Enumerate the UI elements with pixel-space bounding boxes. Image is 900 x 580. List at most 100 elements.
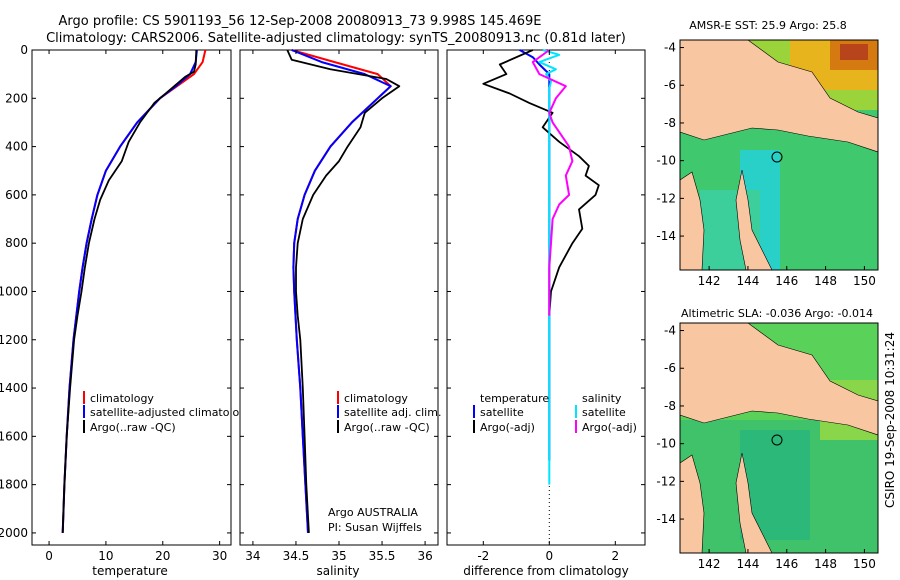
depth-tick: 200 xyxy=(5,91,28,105)
legend-temp-argo: Argo(-adj) xyxy=(480,421,535,434)
depth-tick: 1800 xyxy=(0,478,28,492)
depth-tick: 1200 xyxy=(0,333,28,347)
legend-sal-argo: Argo(-adj) xyxy=(582,421,637,434)
lon-tick: 142 xyxy=(698,557,721,571)
difference-panel: -2 0 2 difference from climatology tempe… xyxy=(446,49,646,578)
sla-cape-york-land xyxy=(735,452,773,553)
series-satellite-adj-clim xyxy=(291,49,392,533)
sla-lon-ticks: 142 144 146 148 150 xyxy=(698,557,876,571)
legend-satellite: satellite-adjusted climatology xyxy=(90,406,253,419)
series-salinity-argo-adj xyxy=(531,49,574,316)
difference-axes-frame xyxy=(446,49,646,546)
salinity-x-ticks: 34 34.5 35 35.5 36 xyxy=(245,549,432,563)
salinity-axes-frame xyxy=(239,49,439,546)
legend-temp-header: temperature xyxy=(480,392,549,405)
lat-tick: -6 xyxy=(664,361,676,375)
depth-tick: 2000 xyxy=(0,526,28,540)
legend-satellite: satellite adj. clim. xyxy=(344,406,441,419)
salinity-x-tick: 34 xyxy=(245,549,260,563)
argo-location-marker xyxy=(771,151,783,163)
sst-map: AMSR-E SST: 25.9 Argo: 25.8 -4 -6 -8 -10… xyxy=(656,19,879,288)
lon-tick: 148 xyxy=(814,274,837,288)
csiro-timestamp: CSIRO 19-Sep-2008 10:31:24 xyxy=(883,332,897,508)
legend-temp-satellite: satellite xyxy=(480,406,524,419)
difference-x-tick: 0 xyxy=(545,549,553,563)
lat-tick: -4 xyxy=(664,324,676,338)
series-temperature-argo-adj xyxy=(482,49,600,316)
legend-climatology: climatology xyxy=(344,392,408,405)
difference-legend: temperature satellite Argo(-adj) salinit… xyxy=(473,392,637,434)
program-label: Argo AUSTRALIA xyxy=(328,506,418,519)
lon-tick: 144 xyxy=(736,274,759,288)
legend-argo: Argo(..raw -QC) xyxy=(344,421,430,434)
lat-tick: -8 xyxy=(664,399,676,413)
temperature-panel: 0 200 400 600 800 1000 1200 1400 1600 18… xyxy=(0,43,253,578)
temperature-legend: climatology satellite-adjusted climatolo… xyxy=(83,391,253,434)
temperature-axes-frame xyxy=(31,49,232,546)
lat-tick: -6 xyxy=(664,78,676,92)
difference-x-tick: -2 xyxy=(477,549,489,563)
sst-lat-ticks: -4 -6 -8 -10 -12 -14 xyxy=(656,41,676,244)
depth-tick: 400 xyxy=(5,140,28,154)
salinity-legend: climatology satellite adj. clim. Argo(..… xyxy=(337,391,441,434)
lat-tick: -10 xyxy=(656,154,676,168)
pi-label: PI: Susan Wijffels xyxy=(328,521,422,534)
salinity-panel: 34 34.5 35 35.5 36 salinity climatology … xyxy=(239,49,441,578)
sla-map-image xyxy=(680,323,878,553)
series-argo-raw-qc xyxy=(286,49,401,533)
sla-map-title: Altimetric SLA: -0.036 Argo: -0.014 xyxy=(681,307,873,320)
lon-tick: 146 xyxy=(775,274,798,288)
lat-tick: -10 xyxy=(656,437,676,451)
lon-tick: 150 xyxy=(853,274,876,288)
lat-tick: -12 xyxy=(656,474,676,488)
legend-sal-satellite: satellite xyxy=(582,406,626,419)
depth-tick: 800 xyxy=(5,236,28,250)
salinity-x-tick: 35 xyxy=(331,549,346,563)
depth-tick: 1600 xyxy=(0,429,28,443)
temperature-x-label: temperature xyxy=(92,564,167,578)
temperature-series xyxy=(61,49,207,533)
lat-tick: -14 xyxy=(656,229,676,243)
series-salinity-satellite xyxy=(538,49,561,485)
depth-tick: 1400 xyxy=(0,381,28,395)
depth-tick: 1000 xyxy=(0,284,28,298)
sst-map-image xyxy=(680,40,878,270)
temperature-x-tick: 0 xyxy=(45,549,53,563)
title-line1: Argo profile: CS 5901193_56 12-Sep-2008 … xyxy=(58,14,541,29)
sst-peak-patch xyxy=(840,44,868,60)
title-line2: Climatology: CARS2006. Satellite-adjuste… xyxy=(46,31,626,46)
argo-location-marker xyxy=(771,434,783,446)
temperature-x-tick: 30 xyxy=(212,549,227,563)
lon-tick: 146 xyxy=(775,557,798,571)
sla-arnhem-land xyxy=(680,454,705,553)
salinity-x-tick: 35.5 xyxy=(369,549,396,563)
sst-arnhem-land xyxy=(680,171,705,270)
sla-map: Altimetric SLA: -0.036 Argo: -0.014 -4 -… xyxy=(656,307,879,571)
lon-tick: 142 xyxy=(698,274,721,288)
legend-argo: Argo(..raw -QC) xyxy=(90,421,176,434)
lat-tick: -12 xyxy=(656,191,676,205)
lat-tick: -8 xyxy=(664,116,676,130)
sst-cape-york-land xyxy=(735,169,773,270)
sla-new-guinea-land xyxy=(680,323,878,436)
lon-tick: 148 xyxy=(814,557,837,571)
legend-sal-header: salinity xyxy=(582,392,622,405)
difference-x-label: difference from climatology xyxy=(463,564,629,578)
lat-tick: -4 xyxy=(664,41,676,55)
lon-tick: 150 xyxy=(853,557,876,571)
depth-tick: 0 xyxy=(20,43,28,57)
depth-tick: 600 xyxy=(5,188,28,202)
series-argo-raw-qc xyxy=(61,49,198,533)
depth-ticks: 0 200 400 600 800 1000 1200 1400 1600 18… xyxy=(0,43,28,540)
temperature-x-tick: 10 xyxy=(98,549,113,563)
sla-map-frame xyxy=(679,322,879,554)
sla-lat-ticks: -4 -6 -8 -10 -12 -14 xyxy=(656,324,676,527)
lon-tick: 144 xyxy=(736,557,759,571)
salinity-x-tick: 34.5 xyxy=(283,549,310,563)
sst-lon-ticks: 142 144 146 148 150 xyxy=(698,274,876,288)
salinity-x-label: salinity xyxy=(316,564,359,578)
temperature-x-ticks: 0 10 20 30 xyxy=(45,549,227,563)
legend-climatology: climatology xyxy=(90,392,154,405)
temperature-x-tick: 20 xyxy=(155,549,170,563)
